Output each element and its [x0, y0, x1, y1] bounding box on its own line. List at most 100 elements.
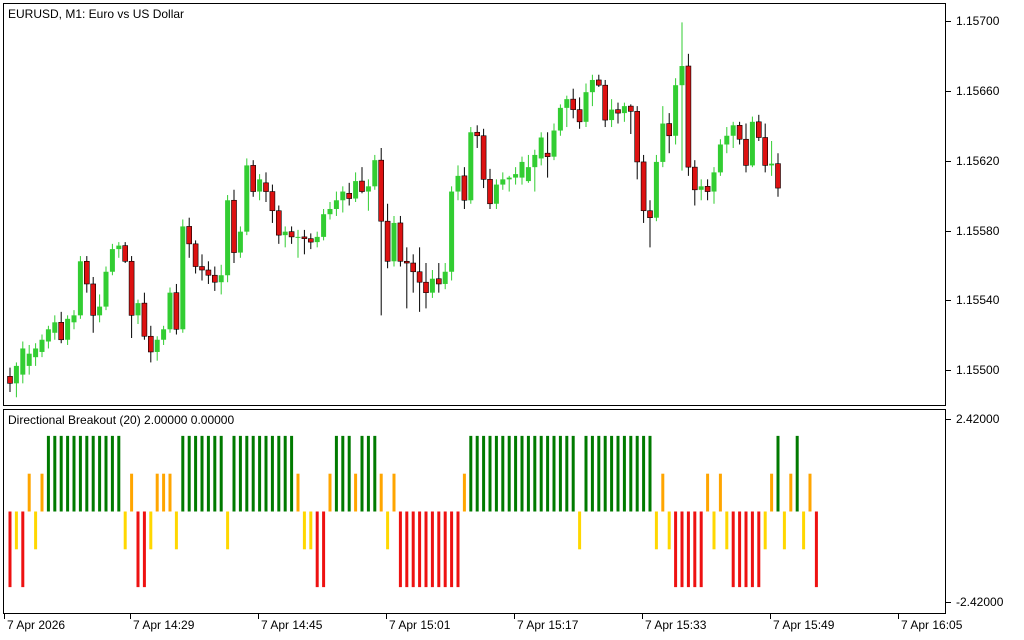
- candle: [77, 256, 83, 319]
- candle-body: [403, 260, 410, 264]
- indicator-bar: [450, 511, 454, 588]
- candle: [205, 261, 212, 284]
- candle-body: [154, 339, 160, 352]
- candle: [423, 263, 429, 309]
- candle: [449, 186, 455, 281]
- price-chart-pane[interactable]: EURUSD, M1: Euro vs US Dollar: [3, 3, 946, 406]
- indicator-bar: [78, 435, 82, 512]
- candle-body: [583, 92, 589, 122]
- indicator-bar: [206, 435, 210, 512]
- candle-body: [307, 238, 314, 243]
- candle: [403, 247, 410, 309]
- candle-body: [237, 231, 243, 253]
- indicator-bar: [232, 435, 236, 512]
- candle: [250, 160, 256, 197]
- indicator-bar: [507, 435, 511, 512]
- indicator-bar: [712, 511, 716, 550]
- indicator-bar: [8, 511, 12, 588]
- indicator-bar: [763, 511, 767, 550]
- candle: [346, 182, 353, 206]
- candle-body: [77, 261, 83, 316]
- candle-body: [736, 125, 743, 140]
- indicator-bar: [398, 511, 402, 588]
- price-axis: 1.15700 1.15660 1.15620 1.15580 1.15540 1.155…: [946, 3, 1024, 406]
- candle-body: [691, 166, 698, 191]
- candle: [685, 53, 692, 176]
- candle: [307, 233, 314, 250]
- indicator-bar: [309, 511, 313, 550]
- candle-body: [551, 130, 557, 157]
- indicator-bar: [334, 435, 338, 512]
- indicator-bar: [302, 511, 306, 550]
- indicator-bar: [776, 435, 780, 512]
- time-tick: [770, 614, 771, 619]
- candle: [416, 247, 423, 312]
- candle: [595, 74, 602, 87]
- indicator-bar: [782, 511, 786, 550]
- indicator-pane[interactable]: Directional Breakout (20) 2.00000 0.0000…: [3, 409, 946, 614]
- candle: [340, 186, 346, 213]
- indicator-bar: [136, 511, 140, 588]
- candle: [532, 149, 538, 192]
- candle: [634, 106, 641, 180]
- indicator-bar: [482, 435, 486, 512]
- candle-body: [225, 200, 231, 276]
- candle-body: [122, 245, 128, 262]
- candle-body: [749, 121, 755, 166]
- candle-body: [314, 236, 320, 243]
- indicator-bar: [72, 435, 76, 512]
- candle: [769, 140, 775, 176]
- candle-body: [429, 278, 435, 293]
- indicator-bar: [814, 511, 818, 588]
- candle-body: [275, 210, 282, 236]
- indicator-bar: [514, 435, 518, 512]
- indicator-bar: [59, 435, 63, 512]
- indicator-tick: [946, 419, 951, 420]
- indicator-bar: [360, 435, 364, 512]
- candle: [455, 165, 461, 201]
- indicator-bar: [616, 435, 620, 512]
- price-tick: [946, 160, 951, 162]
- candle-body: [743, 138, 749, 166]
- candle: [167, 287, 173, 333]
- candle: [538, 132, 544, 166]
- indicator-bar: [226, 511, 230, 550]
- candle-body: [346, 192, 353, 199]
- candle: [673, 78, 679, 145]
- candle-body: [576, 109, 583, 123]
- indicator-bar: [430, 511, 434, 588]
- indicator-bar: [264, 435, 268, 512]
- indicator-bar: [648, 435, 652, 512]
- candle: [397, 215, 404, 267]
- indicator-bar: [718, 473, 722, 512]
- candle-body: [755, 121, 762, 138]
- time-label: 7 Apr 15:49: [773, 618, 835, 632]
- candle: [116, 242, 122, 258]
- indicator-bar: [526, 435, 530, 512]
- candle: [544, 132, 551, 178]
- indicator-bar: [770, 473, 774, 512]
- indicator-bar: [149, 511, 153, 550]
- indicator-bar: [91, 435, 95, 512]
- candle: [570, 88, 577, 119]
- candle-body: [13, 365, 19, 384]
- candle-body: [570, 98, 577, 110]
- candle-body: [500, 179, 506, 185]
- candle-body: [378, 159, 385, 222]
- candle: [627, 104, 634, 135]
- candle: [103, 266, 109, 311]
- candle-body: [391, 222, 397, 262]
- candle-body: [615, 109, 621, 114]
- candle-body: [327, 208, 333, 215]
- indicator-label: 2.42000: [956, 412, 1000, 426]
- candle-body: [442, 271, 448, 284]
- candle: [749, 116, 755, 168]
- indicator-bar: [194, 435, 198, 512]
- candle-body: [186, 226, 192, 245]
- price-label: 1.15580: [956, 223, 1000, 238]
- candle-body: [627, 105, 634, 112]
- indicator-bar: [251, 435, 255, 512]
- indicator-bar: [603, 435, 607, 512]
- candle-body: [589, 79, 595, 93]
- candle-body: [90, 283, 96, 316]
